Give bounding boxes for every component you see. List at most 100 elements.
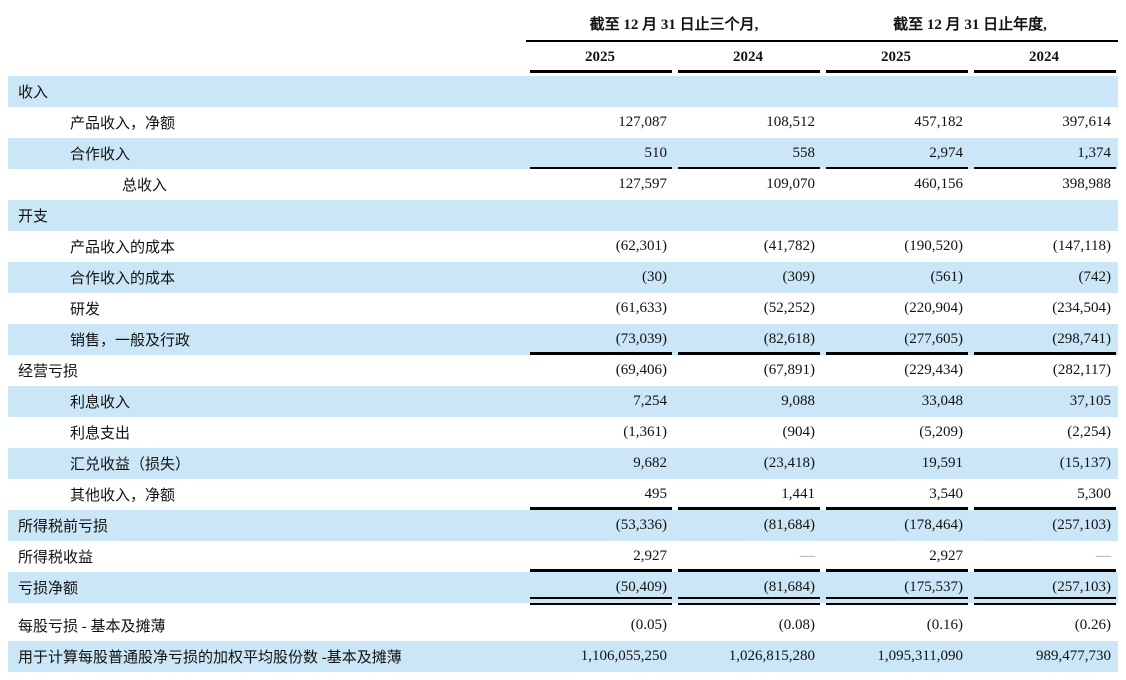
cell-value: (298,741) <box>970 324 1118 355</box>
cell-value: (52,252) <box>763 300 816 316</box>
cell-value: (0.16) <box>926 617 964 633</box>
cell-value: 9,088 <box>781 393 816 409</box>
cell-value: (175,537) <box>822 572 970 605</box>
row-label: 利息收入 <box>70 395 131 411</box>
cell-value: (2,254) <box>1067 424 1112 440</box>
row-label: 产品收入的成本 <box>70 240 176 256</box>
cell-value: (73,039) <box>526 324 674 355</box>
cell-value: 558 <box>674 138 822 169</box>
year-header-q-2024: 2024 <box>674 41 822 73</box>
cell-value: (69,406) <box>615 362 667 378</box>
row-label: 产品收入，净额 <box>70 116 176 132</box>
cell-value: 19,591 <box>921 455 964 471</box>
cell-value: (15,137) <box>1059 455 1112 471</box>
cell-value: 33,048 <box>921 393 964 409</box>
cell-value <box>674 200 822 231</box>
cell-value <box>970 76 1118 107</box>
row-label: 经营亏损 <box>18 364 79 380</box>
cell-value: (257,103) <box>1052 517 1112 533</box>
row-label: 收入 <box>18 85 49 101</box>
cell-value <box>822 200 970 231</box>
row-label: 研发 <box>70 302 101 318</box>
cell-value: (742) <box>1078 269 1112 285</box>
cell-value: 109,070 <box>766 176 816 192</box>
cell-value <box>970 200 1118 231</box>
table-row: 所得税前亏损 (53,336) (81,684) (178,464) (257,103) <box>8 510 1119 541</box>
table-row: 每股亏损 - 基本及摊薄 (0.05) (0.08) (0.16) (0.26) <box>8 610 1118 641</box>
cell-value: (147,118) <box>1052 238 1112 254</box>
period-header-full-year: 截至 12 月 31 日止年度, <box>822 10 1119 42</box>
table-row: 所得税收益 2,927—2,927— <box>8 541 1118 572</box>
table-row: 收入 <box>8 76 1119 107</box>
cell-value: 5,300 <box>970 479 1118 510</box>
cell-value: (30) <box>642 269 667 285</box>
row-label: 亏损净额 <box>18 581 79 597</box>
cell-value: 1,095,311,090 <box>877 648 964 664</box>
table-row: 合作收入 510 558 2,974 1,374 <box>8 138 1119 169</box>
cell-value <box>526 200 674 231</box>
cell-value: 108,512 <box>766 114 816 130</box>
label-column-header <box>8 10 526 41</box>
cell-value: (50,409) <box>526 572 674 605</box>
cell-value: 127,087 <box>618 114 667 130</box>
cell-value: (81,684) <box>763 517 816 533</box>
cell-value: (561) <box>930 269 964 285</box>
row-label: 合作收入的成本 <box>70 271 176 287</box>
row-label: 所得税收益 <box>18 550 94 566</box>
table-row: 用于计算每股普通股净亏损的加权平均股份数 -基本及摊薄 1,106,055,250… <box>8 641 1119 672</box>
cell-value: (0.26) <box>1074 617 1112 633</box>
cell-value: 989,477,730 <box>1036 648 1112 664</box>
cell-value <box>674 76 822 107</box>
year-header-y-2024: 2024 <box>970 41 1118 73</box>
row-label: 利息支出 <box>70 426 131 442</box>
row-label: 每股亏损 - 基本及摊薄 <box>18 619 166 635</box>
cell-value: 2,974 <box>822 138 970 169</box>
cell-value <box>822 76 970 107</box>
table-row: 产品收入的成本 (62,301) (41,782) (190,520) (147,118… <box>8 231 1118 262</box>
cell-value <box>526 76 674 107</box>
cell-value: 1,441 <box>674 479 822 510</box>
cell-value: 397,614 <box>1062 114 1112 130</box>
row-label: 合作收入 <box>70 147 131 163</box>
table-row: 开支 <box>8 200 1119 231</box>
cell-value: (23,418) <box>763 455 816 471</box>
cell-value: (0.08) <box>778 617 816 633</box>
table-header: 截至 12 月 31 日止三个月, 截至 12 月 31 日止年度, 2025 … <box>8 10 1119 76</box>
table-row: 总收入 127,597 109,070 460,156 398,988 <box>8 169 1118 200</box>
table-row: 利息支出 (1,361) (904) (5,209) (2,254) <box>8 417 1118 448</box>
row-label: 销售，一般及行政 <box>70 333 191 349</box>
cell-value: (282,117) <box>1052 362 1112 378</box>
table-row: 其他收入，净额 495 1,441 3,540 5,300 <box>8 479 1118 510</box>
cell-value: 1,374 <box>970 138 1118 169</box>
period-header-three-months: 截至 12 月 31 日止三个月, <box>526 10 823 42</box>
cell-value: (229,434) <box>904 362 964 378</box>
cell-value: 460,156 <box>914 176 964 192</box>
table-row: 经营亏损 (69,406) (67,891) (229,434) (282,117) <box>8 355 1118 386</box>
cell-value: 457,182 <box>914 114 964 130</box>
cell-value: 1,106,055,250 <box>580 648 667 664</box>
table-row: 利息收入 7,254 9,088 33,048 37,105 <box>8 386 1119 417</box>
cell-value: (81,684) <box>674 572 822 605</box>
cell-value: 510 <box>526 138 674 169</box>
cell-value: — <box>674 541 822 572</box>
row-label: 汇兑收益（损失） <box>70 457 191 473</box>
year-header-row: 2025 2024 2025 2024 <box>8 41 1118 73</box>
row-label: 其他收入，净额 <box>70 488 176 504</box>
row-label: 开支 <box>18 209 49 225</box>
label-column-header <box>8 41 526 73</box>
cell-value: 3,540 <box>822 479 970 510</box>
cell-value: (62,301) <box>615 238 667 254</box>
row-label: 总收入 <box>122 178 168 194</box>
cell-value: 2,927 <box>526 541 674 572</box>
table-row: 合作收入的成本 (30) (309) (561) (742) <box>8 262 1119 293</box>
cell-value: (67,891) <box>763 362 816 378</box>
cell-value: 495 <box>526 479 674 510</box>
cell-value: (1,361) <box>623 424 667 440</box>
table-row: 研发 (61,633) (52,252) (220,904) (234,504) <box>8 293 1118 324</box>
cell-value: (178,464) <box>904 517 964 533</box>
cell-value: 398,988 <box>1062 176 1112 192</box>
cell-value: (0.05) <box>630 617 667 633</box>
cell-value: (82,618) <box>674 324 822 355</box>
income-statement-table: 截至 12 月 31 日止三个月, 截至 12 月 31 日止年度, 2025 … <box>8 10 1119 672</box>
